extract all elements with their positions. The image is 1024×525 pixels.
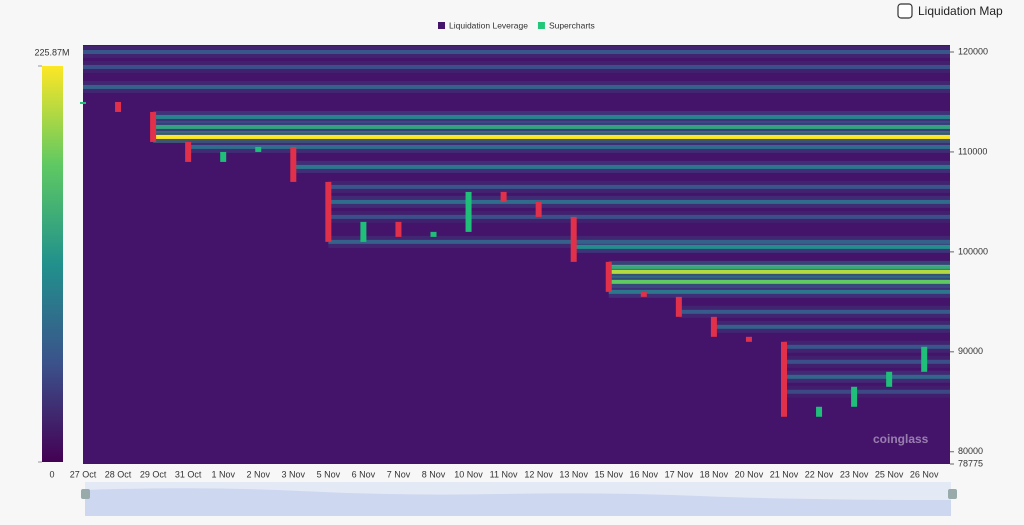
- x-tick-label: 1 Nov: [211, 469, 235, 479]
- liquidation-band: [784, 374, 950, 379]
- candle: [430, 231, 437, 237]
- candle: [675, 296, 682, 317]
- candle: [535, 201, 542, 217]
- candle: [325, 181, 332, 242]
- candle: [115, 101, 122, 112]
- y-tick-label: 78775: [958, 458, 983, 468]
- x-tick-label: 7 Nov: [387, 469, 411, 479]
- x-tick-label: 16 Nov: [630, 469, 659, 479]
- x-tick-label: 11 Nov: [490, 469, 518, 479]
- y-tick-label: 90000: [958, 346, 983, 356]
- liquidation-band: [608, 269, 950, 274]
- checkbox[interactable]: [897, 3, 913, 19]
- liquidation-band: [293, 164, 950, 169]
- liquidation-band: [328, 239, 951, 244]
- liquidation-band: [153, 124, 951, 129]
- color-tick-label: 225.87M: [34, 47, 69, 57]
- x-tick-label: 13 Nov: [559, 469, 588, 479]
- x-tick-label: 31 Oct: [175, 469, 202, 479]
- x-tick-label: 25 Nov: [875, 469, 904, 479]
- liquidation-band: [83, 49, 950, 54]
- liquidation-band: [328, 214, 951, 219]
- x-tick-label: 3 Nov: [282, 469, 306, 479]
- legend-label: Supercharts: [549, 20, 595, 30]
- x-tick-label: 15 Nov: [594, 469, 623, 479]
- x-tick-label: 8 Nov: [422, 469, 446, 479]
- x-tick-label: 23 Nov: [840, 469, 869, 479]
- watermark: coinglass: [873, 432, 929, 446]
- candle: [360, 221, 367, 242]
- x-tick-label: 17 Nov: [665, 469, 694, 479]
- candle: [710, 316, 717, 337]
- liquidation-band: [784, 359, 950, 364]
- navigator-area: [85, 488, 951, 516]
- legend-swatch: [537, 22, 545, 29]
- color-bar: [42, 66, 63, 462]
- candle: [255, 146, 262, 152]
- liquidation-band: [153, 134, 951, 139]
- x-tick-label: 5 Nov: [317, 469, 341, 479]
- y-tick-label: 110000: [958, 146, 987, 156]
- candle: [816, 406, 823, 417]
- x-tick-label: 12 Nov: [524, 469, 553, 479]
- liquidation-band: [83, 84, 950, 89]
- navigator-handle[interactable]: [948, 489, 957, 499]
- liquidation-band: [83, 64, 950, 69]
- candle: [80, 101, 86, 104]
- heatmap-background: [83, 45, 950, 464]
- liquidation-band: [573, 244, 950, 249]
- liquidation-band: [608, 289, 950, 294]
- candle: [851, 386, 858, 407]
- legend-label: Liquidation Leverage: [449, 20, 528, 30]
- liquidation-band: [678, 309, 950, 314]
- candle: [745, 336, 752, 342]
- candle: [465, 191, 472, 232]
- x-tick-label: 29 Oct: [140, 469, 167, 479]
- candle: [886, 371, 893, 387]
- legend-swatch: [438, 22, 445, 29]
- liquidation-band: [608, 279, 950, 284]
- x-tick-label: 27 Oct: [70, 469, 97, 479]
- liquidation-band: [153, 114, 951, 119]
- candle: [640, 291, 647, 297]
- liquidation-band: [188, 144, 950, 149]
- x-tick-label: 10 Nov: [454, 469, 483, 479]
- x-tick-label: 18 Nov: [700, 469, 729, 479]
- candle: [500, 191, 507, 202]
- candle: [921, 346, 928, 372]
- navigator-handle[interactable]: [81, 489, 90, 499]
- liquidation-band: [784, 389, 950, 394]
- candle: [185, 141, 192, 162]
- candle: [395, 221, 402, 237]
- color-tick-label: 0: [49, 469, 54, 479]
- candle: [570, 216, 577, 262]
- candle: [290, 146, 297, 182]
- candle: [150, 111, 157, 142]
- x-tick-label: 22 Nov: [805, 469, 834, 479]
- liquidation-band: [713, 324, 950, 329]
- liquidation-band: [328, 199, 951, 204]
- liquidation-band: [608, 264, 950, 269]
- candle: [781, 341, 787, 417]
- x-tick-label: 28 Oct: [105, 469, 132, 479]
- y-tick-label: 100000: [958, 246, 988, 256]
- liquidation-band: [328, 184, 951, 189]
- x-tick-label: 26 Nov: [910, 469, 939, 479]
- y-tick-label: 120000: [958, 46, 988, 56]
- x-tick-label: 6 Nov: [352, 469, 376, 479]
- liquidation-band: [784, 344, 950, 349]
- x-tick-label: 20 Nov: [735, 469, 764, 479]
- candle: [605, 261, 612, 292]
- candle: [220, 151, 227, 162]
- x-tick-label: 2 Nov: [246, 469, 270, 479]
- y-tick-label: 80000: [958, 446, 983, 456]
- checkbox-label[interactable]: Liquidation Map: [918, 4, 1003, 18]
- x-tick-label: 21 Nov: [770, 469, 799, 479]
